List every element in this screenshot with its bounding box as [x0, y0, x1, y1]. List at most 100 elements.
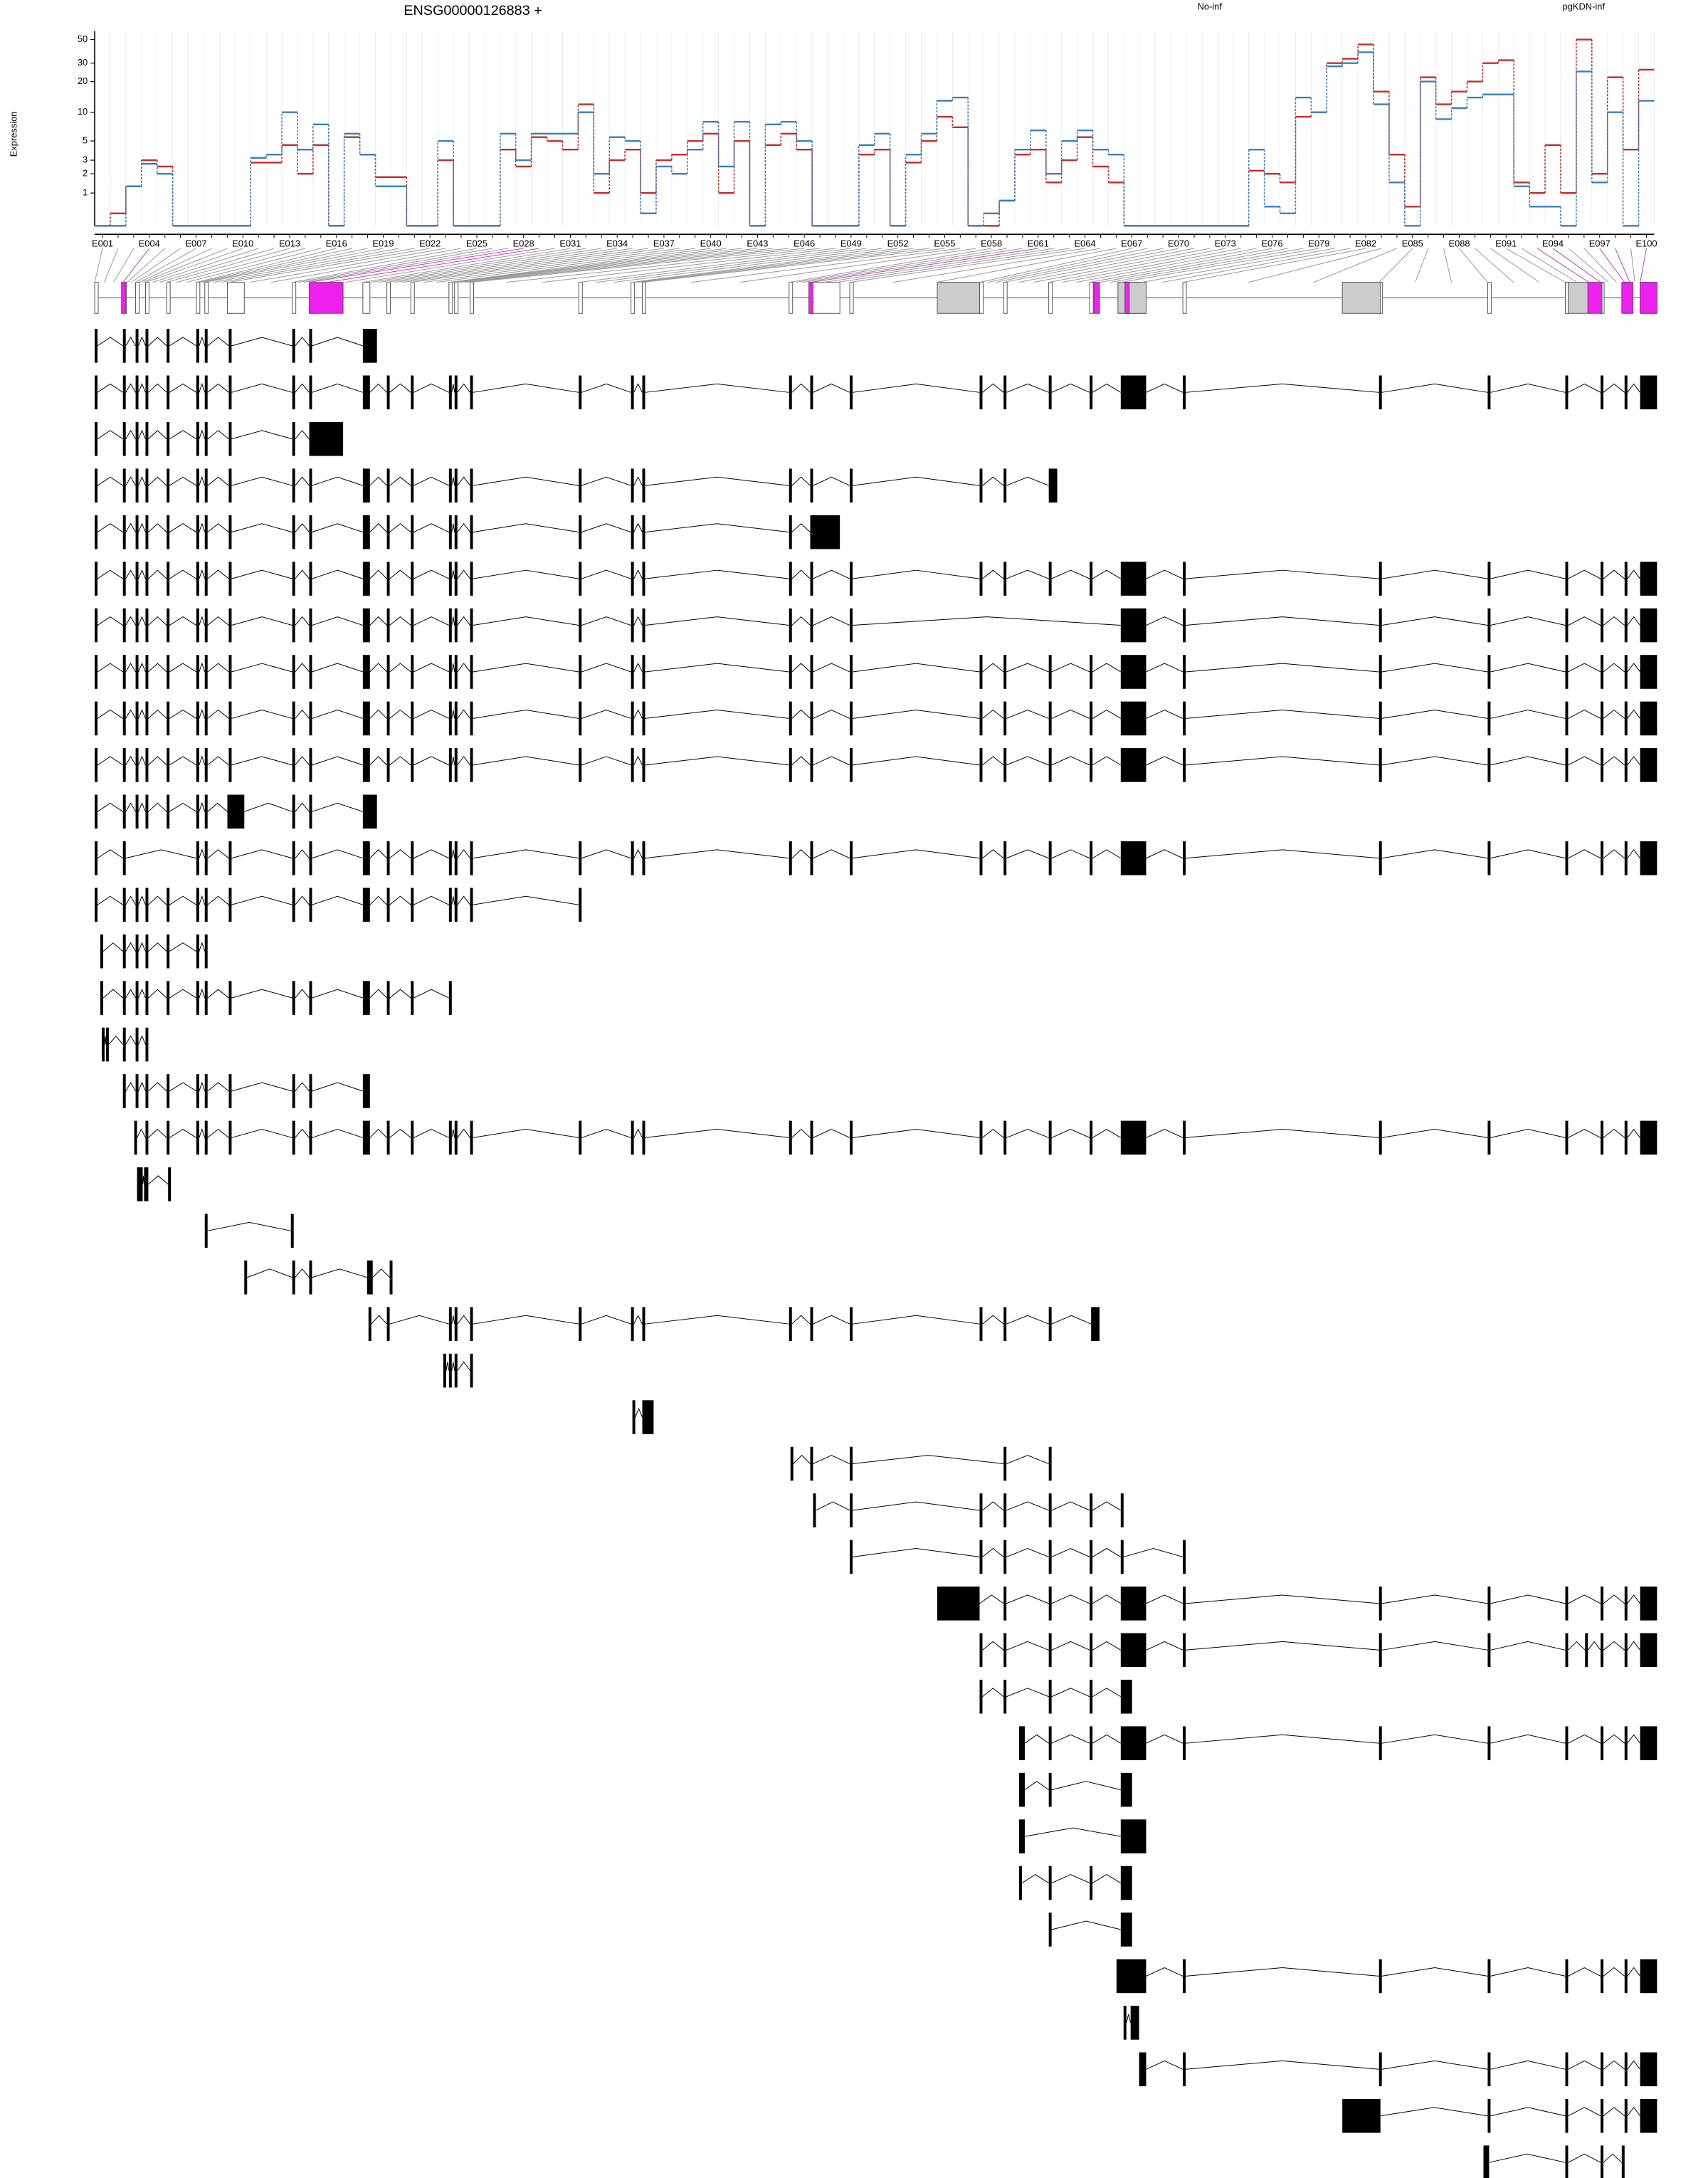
- transcript-exon: [362, 1074, 370, 1108]
- transcript-intron: [169, 337, 197, 347]
- exon-connector: [1100, 248, 1288, 283]
- transcript-exon: [204, 562, 208, 596]
- gene-model-exon: [448, 282, 453, 314]
- transcript-intron: [389, 1128, 411, 1138]
- transcript-exon: [631, 515, 634, 549]
- transcript-intron: [852, 383, 980, 393]
- transcript-intron: [312, 523, 364, 533]
- transcript-exon: [470, 562, 473, 596]
- gene-model-exon: [1341, 282, 1381, 314]
- transcript-exon: [1090, 562, 1093, 596]
- transcript-intron: [1185, 1641, 1379, 1651]
- transcript-exon: [1116, 1959, 1146, 1994]
- transcript-exon: [167, 375, 170, 410]
- transcript-exon: [979, 468, 983, 503]
- transcript-exon: [1183, 1959, 1186, 1994]
- transcript-exon: [167, 748, 170, 782]
- transcript-exon: [135, 562, 139, 596]
- transcript-exon: [135, 888, 139, 922]
- gene-model-exon: [121, 282, 127, 314]
- transcript-intron: [1627, 1594, 1641, 1604]
- transcript-intron: [413, 476, 450, 486]
- transcript-intron: [102, 942, 124, 952]
- transcript-intron: [1568, 1967, 1601, 1977]
- exon-connector: [145, 248, 243, 283]
- transcript-exon: [810, 1446, 813, 1481]
- transcript-intron: [199, 429, 206, 439]
- y-tick-label: 3: [83, 154, 88, 164]
- transcript-intron: [1051, 1734, 1090, 1744]
- transcript-exon: [135, 515, 139, 549]
- x-tick-label: E073: [1215, 238, 1236, 248]
- transcript-intron: [1146, 1128, 1184, 1138]
- transcript-exon: [292, 562, 295, 596]
- transcript-exon: [1565, 562, 1569, 596]
- transcript-intron: [199, 616, 206, 626]
- transcript-intron: [1627, 2107, 1641, 2117]
- transcript-intron: [207, 663, 229, 673]
- transcript-intron: [457, 849, 470, 859]
- transcript-exon: [1183, 701, 1186, 736]
- transcript-exon: [1090, 748, 1093, 782]
- transcript-intron: [1489, 2153, 1566, 2163]
- transcript-exon: [386, 655, 390, 689]
- transcript-intron: [312, 1082, 364, 1092]
- gene-model-exon: [1621, 282, 1634, 314]
- transcript-exon: [386, 562, 390, 596]
- exon-connector: [1521, 248, 1578, 283]
- transcript-intron: [1568, 1594, 1601, 1604]
- exon-connector: [796, 248, 1008, 283]
- transcript-intron: [791, 709, 811, 719]
- transcript-exon: [204, 375, 208, 410]
- transcript-exon: [1090, 1866, 1093, 1900]
- transcript-exon: [228, 375, 232, 410]
- transcript-exon: [1048, 1446, 1052, 1481]
- transcript-intron: [295, 802, 310, 812]
- transcript-intron: [199, 755, 206, 766]
- transcript-intron: [1146, 1967, 1184, 1977]
- transcript-exon: [1130, 2006, 1139, 2040]
- transcript-exon: [448, 841, 452, 875]
- transcript-intron: [312, 710, 364, 719]
- transcript-intron: [1051, 1594, 1090, 1604]
- transcript-exon: [309, 1120, 312, 1155]
- transcript-exon: [122, 608, 126, 643]
- transcript-intron: [852, 1455, 1004, 1465]
- transcript-intron: [1092, 569, 1122, 579]
- transcript-exon: [228, 701, 232, 736]
- transcript-exon: [1120, 701, 1146, 736]
- transcript-intron: [1092, 756, 1122, 766]
- transcript-intron: [231, 523, 292, 533]
- exon-connector: [327, 248, 539, 283]
- transcript-intron: [1603, 2060, 1625, 2070]
- transcript-exon: [167, 421, 170, 456]
- transcript-intron: [1146, 1641, 1184, 1651]
- transcript-intron: [791, 616, 811, 626]
- transcript-intron: [457, 1361, 470, 1371]
- transcript-exon: [368, 1307, 371, 1341]
- exon-connector: [1443, 248, 1453, 283]
- transcript-intron: [125, 849, 196, 859]
- transcript-exon: [1003, 1307, 1007, 1341]
- transcript-exon: [196, 329, 199, 363]
- exon-connector: [1568, 248, 1609, 283]
- transcript-intron: [1185, 616, 1379, 626]
- transcript-intron: [312, 895, 364, 905]
- transcript-intron: [1627, 616, 1641, 626]
- transcript-intron: [169, 756, 197, 766]
- transcript-intron: [633, 616, 643, 626]
- transcript-exon: [631, 562, 634, 596]
- transcript-intron: [312, 1128, 364, 1138]
- transcript-exon: [309, 421, 344, 456]
- transcript-intron: [1185, 1594, 1379, 1604]
- transcript-intron: [813, 1128, 850, 1138]
- transcript-exon: [1183, 562, 1186, 596]
- exon-connector: [196, 248, 337, 283]
- transcript-intron: [581, 1128, 631, 1138]
- transcript-intron: [1381, 710, 1488, 719]
- transcript-intron: [312, 802, 364, 812]
- transcript-intron: [295, 895, 310, 905]
- transcript-intron: [791, 476, 811, 486]
- transcript-intron: [389, 663, 411, 673]
- transcript-exon: [411, 888, 414, 922]
